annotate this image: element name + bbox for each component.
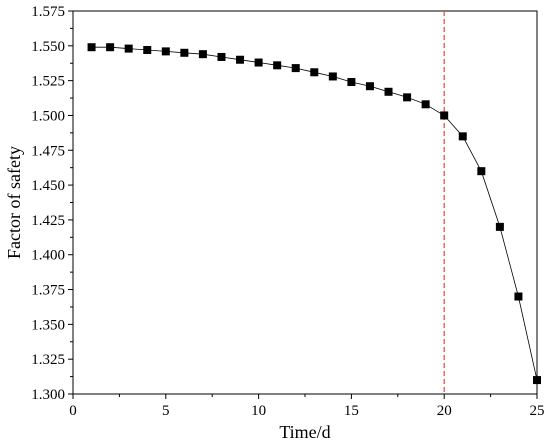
data-point xyxy=(124,44,133,53)
data-point xyxy=(440,111,449,120)
y-tick-label: 1.575 xyxy=(31,4,65,20)
x-tick-label: 20 xyxy=(437,403,452,419)
data-point xyxy=(458,132,467,141)
x-tick-label: 5 xyxy=(162,403,170,419)
data-point xyxy=(198,50,207,59)
data-point xyxy=(477,167,486,176)
data-point xyxy=(291,64,300,73)
data-point xyxy=(161,47,170,56)
y-tick-label: 1.475 xyxy=(31,143,65,159)
data-point xyxy=(87,43,96,52)
x-axis-title: Time/d xyxy=(279,422,330,442)
x-tick-label: 15 xyxy=(344,403,359,419)
y-tick-label: 1.550 xyxy=(31,39,65,55)
data-point xyxy=(328,72,337,81)
data-point xyxy=(310,68,319,77)
y-tick-label: 1.350 xyxy=(31,317,65,333)
y-tick-label: 1.300 xyxy=(31,387,65,403)
plot-area: 1.300 1.325 1.350 1.375 1.400 1.425 1.450 1.475… xyxy=(31,4,544,419)
y-axis-title: Factor of safety xyxy=(4,146,24,259)
y-tick-label: 1.400 xyxy=(31,248,65,264)
x-tick-label: 25 xyxy=(530,403,545,419)
data-point xyxy=(514,292,523,301)
y-tick-label: 1.425 xyxy=(31,213,65,229)
data-point xyxy=(236,55,245,64)
data-point xyxy=(533,376,541,385)
data-point xyxy=(495,222,504,231)
data-point xyxy=(421,100,430,109)
data-point xyxy=(403,93,412,102)
x-tick-label: 10 xyxy=(251,403,266,419)
y-tick-label: 1.325 xyxy=(31,352,65,368)
plot-frame xyxy=(72,10,538,395)
data-point xyxy=(347,78,356,87)
y-tick-label: 1.375 xyxy=(31,283,65,299)
data-point xyxy=(106,43,115,52)
data-point xyxy=(217,52,226,61)
y-tick-label: 1.525 xyxy=(31,74,65,90)
data-point xyxy=(273,61,282,70)
data-point xyxy=(384,87,393,96)
data-point xyxy=(180,48,189,57)
series-line xyxy=(91,46,538,381)
y-tick-label: 1.450 xyxy=(31,178,65,194)
data-point xyxy=(365,82,374,91)
y-tick-label: 1.500 xyxy=(31,108,65,124)
x-tick-label: 0 xyxy=(69,403,77,419)
data-point xyxy=(254,58,263,67)
data-point xyxy=(143,45,152,54)
